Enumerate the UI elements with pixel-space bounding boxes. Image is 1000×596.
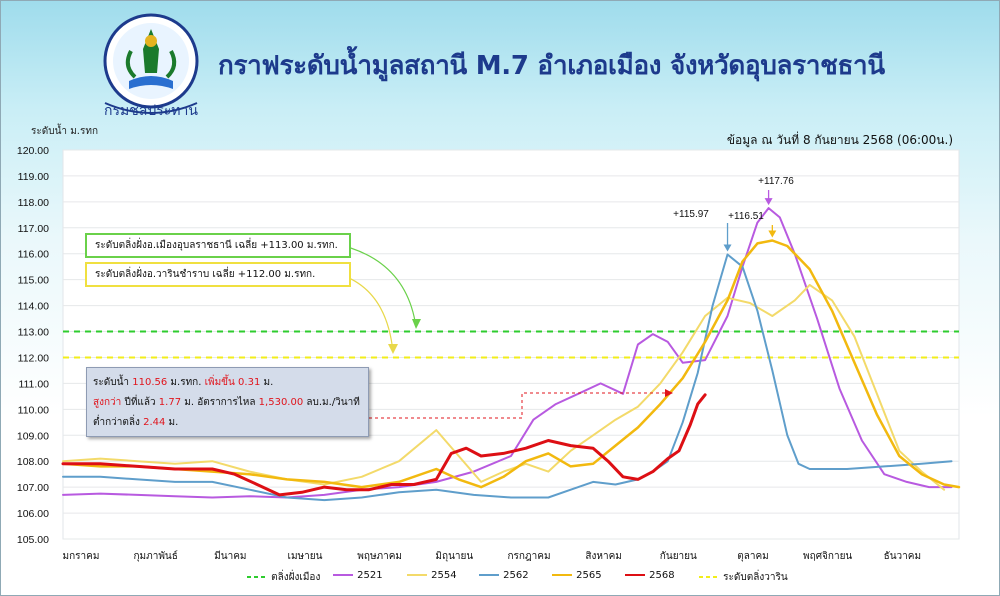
legend-swatch [333,574,353,576]
x-tick-label: ตุลาคม [737,551,769,562]
legend-item: ระดับตลิ่งวาริน [698,570,788,585]
y-tick-label: 117.00 [18,223,49,235]
red-arrowhead [665,389,673,397]
y-tick-label: 108.00 [17,456,49,468]
level-label: ระดับน้ำ [93,377,130,388]
peak-arrowhead [764,198,773,206]
higher-mid: ปีที่แล้ว [124,397,156,408]
legend-swatch [699,576,719,578]
below-value: 2.44 [143,417,166,428]
chart-legend: ตลิ่งฝั่งเมือง 2521 2554 2562 2565 2568 … [246,570,788,588]
below-label: ต่ำกว่าตลิ่ง [93,417,140,428]
level-value: 110.56 [132,377,168,388]
y-tick-label: 112.00 [18,352,49,364]
legend-item: 2562 [478,570,529,581]
legend-label: 2554 [428,570,457,581]
legend-item: 2568 [624,570,675,581]
y-tick-label: 110.00 [18,404,49,416]
legend-item: 2554 [406,570,457,581]
x-tick-label: ธันวาคม [884,551,921,562]
bank-warin-annotation: ระดับตลิ่งฝั่งอ.วารินชำราบ เฉลี่ย +112.0… [85,262,351,287]
legend-swatch [247,576,267,578]
series-lines [61,207,961,502]
rise-label: เพิ่มขึ้น [204,377,235,388]
x-tick-labels: มกราคม กุมภาพันธ์ มีนาคม เมษายน พฤษภาคม มิถุน… [63,550,922,562]
yellow-arrowhead [388,344,398,354]
y-tick-label: 118.00 [18,197,49,209]
series-line-2562 [62,253,953,502]
x-tick-label: กันยายน [660,551,697,562]
royal-irrigation-logo: กรมชลประทาน [103,13,199,119]
x-tick-label: กรกฎาคม [507,551,550,562]
peak-label: +117.76 [758,176,794,187]
y-tick-label: 109.00 [17,430,49,442]
current-level-info-box: ระดับน้ำ 110.56 ม.รทก. เพิ่มขึ้น 0.31 ม.… [86,367,369,437]
y-tick-label: 106.00 [17,508,49,520]
plot-area [62,149,960,540]
x-tick-label: เมษายน [288,551,323,562]
legend-label: 2568 [646,570,675,581]
legend-label: ตลิ่งฝั่งเมือง [268,572,321,583]
y-tick-label: 115.00 [18,275,49,287]
y-tick-label: 107.00 [17,482,49,494]
y-tick-label: 120.00 [17,145,49,157]
y-tick-label: 114.00 [18,301,49,313]
flow-label: ม. อัตราการไหล [184,397,256,408]
y-axis-unit-label: ระดับน้ำ ม.รทก [31,126,99,137]
legend-swatch [479,574,499,576]
legend-item: 2565 [551,570,602,581]
series-line-2568 [61,393,707,497]
peak-label: +115.97 [673,209,709,220]
higher-label: สูงกว่า [93,397,122,408]
legend-label: ระดับตลิ่งวาริน [720,572,788,583]
flow-value: 1,530.00 [258,397,304,408]
rise-unit: ม. [263,377,274,388]
data-date-label: ข้อมูล ณ วันที่ 8 กันยายน 2568 (06:00น.) [726,133,953,147]
peak-label: +116.51 [728,211,764,222]
legend-label: 2565 [573,570,602,581]
x-tick-label: สิงหาคม [585,551,621,562]
x-tick-label: พฤษภาคม [357,551,402,562]
y-tick-labels: 105.00 106.00 107.00 108.00 109.00 110.00 111.… [17,145,49,546]
peak-arrowhead [768,230,777,238]
x-tick-label: มีนาคม [214,550,246,562]
peak-arrowhead [723,244,732,252]
logo-text: กรมชลประทาน [104,103,198,119]
below-unit: ม. [168,417,179,428]
x-tick-label: กุมภาพันธ์ [133,550,177,562]
green-arrowhead [412,319,421,329]
legend-label: 2562 [500,570,529,581]
flow-unit: ลบ.ม./วินาที [306,397,360,408]
x-tick-label: พฤศจิกายน [803,551,852,562]
level-unit: ม.รทก. [170,377,202,388]
y-tick-label: 116.00 [18,249,49,261]
y-tick-label: 119.00 [18,171,49,183]
series-line-2565 [61,239,961,489]
chart-title: กราฟระดับน้ำมูลสถานี M.7 อำเภอเมือง จังห… [218,51,885,81]
bank-mueang-annotation: ระดับตลิ่งฝั่งอ.เมืองอุบลราชธานี เฉลี่ย … [85,233,351,258]
legend-swatch [552,574,572,576]
legend-swatch [625,574,645,576]
legend-item: 2521 [332,570,383,581]
y-tick-label: 111.00 [18,378,49,390]
peak-labels: +115.97 +116.51 +117.76 [673,176,794,252]
y-tick-label: 113.00 [18,327,49,339]
rise-value: 0.31 [238,377,261,388]
legend-label: 2521 [354,570,383,581]
series-line-2521 [62,207,953,499]
x-tick-label: มกราคม [63,551,100,562]
legend-swatch [407,574,427,576]
y-tick-label: 105.00 [17,534,49,546]
legend-item: ตลิ่งฝั่งเมือง [246,570,320,585]
x-tick-label: มิถุนายน [435,551,473,562]
higher-value: 1.77 [158,397,182,408]
